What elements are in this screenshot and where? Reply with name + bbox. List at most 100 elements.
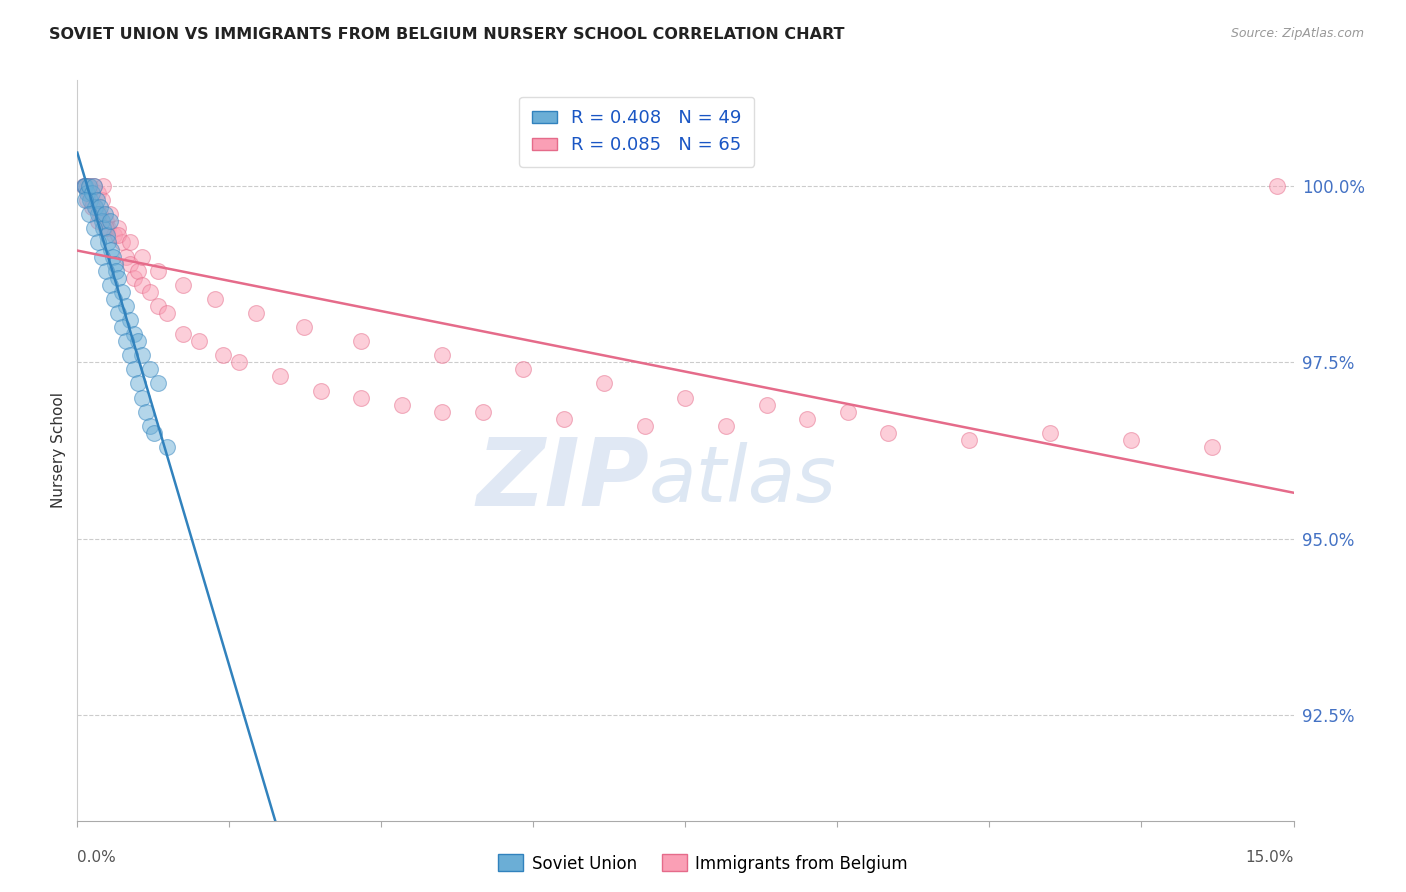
Point bbox=[127, 376, 149, 391]
Point bbox=[118, 348, 141, 362]
Point bbox=[553, 411, 575, 425]
Point bbox=[204, 292, 226, 306]
Point bbox=[75, 179, 97, 194]
Point bbox=[98, 207, 121, 221]
Point bbox=[79, 193, 101, 207]
Text: SOVIET UNION VS IMMIGRANTS FROM BELGIUM NURSERY SCHOOL CORRELATION CHART: SOVIET UNION VS IMMIGRANTS FROM BELGIUM … bbox=[49, 27, 845, 42]
Point bbox=[131, 250, 153, 264]
Point bbox=[98, 277, 121, 292]
Point bbox=[228, 355, 250, 369]
Point bbox=[115, 299, 138, 313]
Point bbox=[1265, 179, 1288, 194]
Point bbox=[188, 334, 211, 348]
Point bbox=[80, 200, 103, 214]
Point bbox=[127, 263, 149, 277]
Point bbox=[84, 200, 107, 214]
Point bbox=[80, 186, 103, 200]
Point bbox=[107, 221, 129, 235]
Point bbox=[292, 320, 315, 334]
Point bbox=[79, 207, 101, 221]
Point bbox=[107, 306, 129, 320]
Point bbox=[148, 376, 170, 391]
Point bbox=[91, 221, 114, 235]
Point bbox=[155, 440, 177, 454]
Point bbox=[86, 186, 108, 200]
Point bbox=[111, 320, 134, 334]
Point bbox=[118, 257, 141, 271]
Text: 15.0%: 15.0% bbox=[1246, 850, 1294, 865]
Point bbox=[107, 270, 129, 285]
Text: Source: ZipAtlas.com: Source: ZipAtlas.com bbox=[1230, 27, 1364, 40]
Point bbox=[84, 200, 107, 214]
Point bbox=[309, 384, 332, 398]
Point bbox=[755, 398, 778, 412]
Point bbox=[86, 235, 108, 250]
Point bbox=[131, 348, 153, 362]
Point bbox=[83, 179, 105, 194]
Point bbox=[79, 179, 101, 194]
Point bbox=[122, 327, 145, 342]
Point bbox=[104, 257, 127, 271]
Point bbox=[76, 193, 98, 207]
Point bbox=[714, 418, 737, 433]
Point bbox=[172, 277, 194, 292]
Point bbox=[103, 292, 125, 306]
Point bbox=[350, 334, 373, 348]
Point bbox=[512, 362, 534, 376]
Point bbox=[94, 214, 117, 228]
Point bbox=[90, 214, 112, 228]
Text: 0.0%: 0.0% bbox=[77, 850, 117, 865]
Point bbox=[73, 179, 96, 194]
Point bbox=[89, 200, 111, 214]
Point bbox=[245, 306, 267, 320]
Point bbox=[593, 376, 616, 391]
Point bbox=[90, 250, 112, 264]
Legend: Soviet Union, Immigrants from Belgium: Soviet Union, Immigrants from Belgium bbox=[492, 847, 914, 880]
Point bbox=[122, 362, 145, 376]
Point bbox=[101, 250, 124, 264]
Point bbox=[115, 250, 138, 264]
Point bbox=[155, 306, 177, 320]
Point bbox=[83, 179, 105, 194]
Point bbox=[100, 243, 122, 257]
Point bbox=[86, 193, 108, 207]
Point bbox=[75, 193, 97, 207]
Legend: R = 0.408   N = 49, R = 0.085   N = 65: R = 0.408 N = 49, R = 0.085 N = 65 bbox=[519, 96, 755, 167]
Point bbox=[115, 334, 138, 348]
Point bbox=[94, 221, 117, 235]
Point bbox=[675, 391, 697, 405]
Point bbox=[139, 418, 162, 433]
Point bbox=[212, 348, 235, 362]
Point bbox=[97, 235, 120, 250]
Point bbox=[105, 263, 128, 277]
Point bbox=[471, 405, 494, 419]
Point bbox=[143, 425, 166, 440]
Point bbox=[111, 235, 134, 250]
Point bbox=[73, 179, 96, 194]
Point bbox=[77, 179, 100, 194]
Point bbox=[75, 179, 97, 194]
Point bbox=[94, 263, 117, 277]
Point bbox=[127, 334, 149, 348]
Point bbox=[350, 391, 373, 405]
Y-axis label: Nursery School: Nursery School bbox=[51, 392, 66, 508]
Point bbox=[269, 369, 291, 384]
Point bbox=[83, 221, 105, 235]
Point bbox=[97, 221, 120, 235]
Point bbox=[837, 405, 859, 419]
Point bbox=[94, 207, 117, 221]
Point bbox=[634, 418, 657, 433]
Point bbox=[76, 179, 98, 194]
Point bbox=[86, 214, 108, 228]
Point bbox=[430, 348, 453, 362]
Point bbox=[796, 411, 818, 425]
Point bbox=[1121, 433, 1143, 447]
Point bbox=[877, 425, 900, 440]
Text: atlas: atlas bbox=[650, 442, 837, 518]
Point bbox=[76, 186, 98, 200]
Point bbox=[139, 285, 162, 299]
Point bbox=[135, 405, 157, 419]
Point bbox=[87, 207, 110, 221]
Point bbox=[122, 270, 145, 285]
Point bbox=[98, 214, 121, 228]
